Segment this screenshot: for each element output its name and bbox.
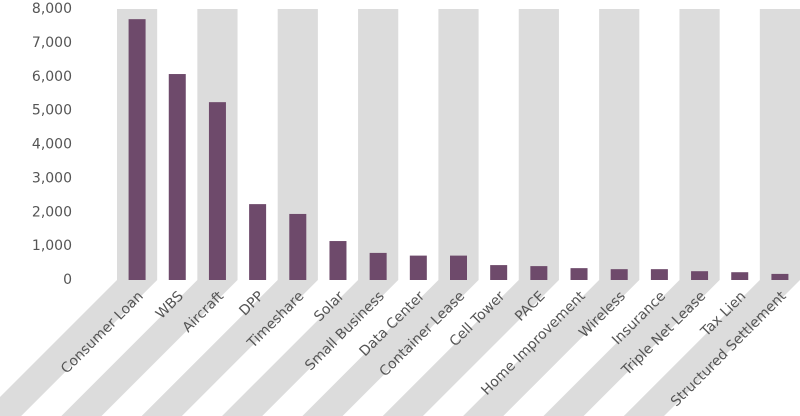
- bar: [369, 252, 387, 280]
- band: [222, 9, 399, 416]
- band: [623, 9, 800, 416]
- y-tick-label: 2,000: [32, 204, 72, 220]
- bar: [490, 265, 508, 280]
- y-tick-label: 0: [63, 272, 72, 288]
- y-tick-label: 6,000: [32, 69, 72, 85]
- bar: [128, 19, 146, 280]
- bar: [450, 255, 467, 280]
- band: [0, 9, 158, 416]
- band: [543, 9, 720, 416]
- y-tick-label: 3,000: [32, 170, 72, 186]
- bar: [530, 266, 548, 280]
- bar: [329, 241, 347, 280]
- band: [463, 9, 640, 416]
- band: [382, 9, 559, 416]
- bar: [289, 213, 307, 280]
- bar: [691, 271, 709, 280]
- bar: [731, 272, 749, 280]
- bar: [650, 269, 668, 280]
- y-tick-label: 7,000: [32, 35, 72, 51]
- y-tick-label: 4,000: [32, 137, 72, 153]
- bar: [409, 255, 427, 280]
- bar: [249, 204, 267, 280]
- y-tick-label: 5,000: [32, 103, 72, 119]
- y-tick-label: 8,000: [32, 1, 72, 17]
- bar: [610, 269, 628, 280]
- bar: [168, 74, 186, 280]
- bar: [771, 273, 789, 280]
- band: [61, 9, 238, 416]
- band: [302, 9, 479, 416]
- y-tick-label: 1,000: [32, 238, 72, 254]
- bar: [208, 102, 226, 280]
- band: [141, 9, 318, 416]
- bar: [570, 268, 588, 280]
